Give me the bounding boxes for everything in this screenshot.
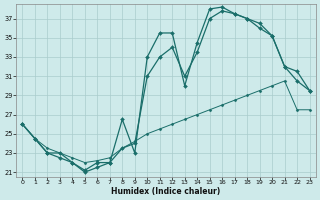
X-axis label: Humidex (Indice chaleur): Humidex (Indice chaleur) — [111, 187, 220, 196]
